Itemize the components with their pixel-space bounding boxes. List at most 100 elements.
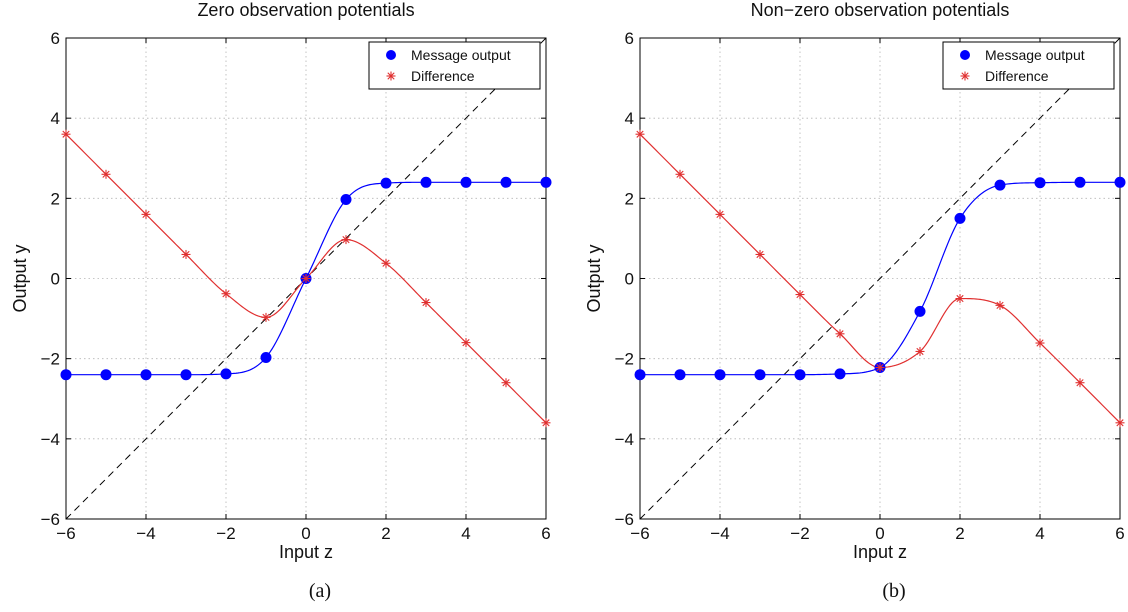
legend-box: [368, 41, 541, 90]
star-stroke: [462, 339, 470, 347]
message-output-point: [994, 179, 1006, 191]
difference-point: [381, 258, 391, 268]
difference-point: [221, 289, 231, 299]
star-stroke: [182, 250, 190, 259]
message-output-point: [540, 176, 552, 188]
difference-point: [61, 129, 71, 139]
y-tick-label: 6: [625, 29, 634, 48]
x-tick-label: 0: [301, 524, 310, 543]
panel-caption: (a): [309, 580, 331, 602]
y-tick-label: −6: [615, 510, 634, 529]
y-tick-label: 4: [51, 109, 60, 128]
x-tick-label: 6: [541, 524, 550, 543]
y-axis-label: Output y: [584, 244, 604, 312]
star-stroke: [1076, 379, 1084, 387]
x-tick-label: −2: [216, 524, 235, 543]
y-tick-label: −4: [615, 430, 634, 449]
message-output-point: [834, 368, 846, 380]
message-output-point: [1034, 177, 1046, 189]
chart-panel-b: −6−6 −4 −4 −2 −2 0 0 2 2 4 4 6 6 Non−zero observation…: [584, 0, 1126, 602]
legend-marker-difference: [960, 71, 970, 81]
x-tick-label: 2: [955, 524, 964, 543]
y-tick-label: −2: [41, 350, 60, 369]
star-stroke: [302, 274, 310, 283]
difference-point: [875, 362, 885, 372]
legend-label-message-output: Message output: [985, 47, 1085, 63]
y-tick-label: 0: [625, 270, 634, 289]
y-tick-label: −6: [41, 510, 60, 529]
difference-point: [141, 209, 151, 219]
star-stroke: [387, 72, 395, 80]
difference-point: [955, 294, 965, 304]
star-stroke: [876, 363, 884, 372]
x-axis-label: Input z: [853, 542, 907, 562]
star-stroke: [422, 298, 430, 307]
identity-reference-line: [640, 38, 1120, 519]
difference-point: [1035, 338, 1045, 348]
star-stroke: [796, 290, 804, 299]
y-tick-label: −4: [41, 430, 60, 449]
message-output-point: [634, 369, 646, 381]
legend-marker-message-output: [386, 50, 396, 60]
difference-point: [755, 249, 765, 259]
chart-panel-a: −6−6 −4 −4 −2 −2 0 0 2 2 4 4 6 6 Zero observation pot…: [10, 0, 552, 602]
difference-point: [501, 378, 511, 388]
x-tick-label: 2: [381, 524, 390, 543]
star-stroke: [636, 130, 644, 138]
x-tick-label: −2: [790, 524, 809, 543]
difference-point: [341, 235, 351, 245]
x-tick-label: 0: [875, 524, 884, 543]
difference-point: [261, 312, 271, 322]
star-stroke: [1036, 339, 1044, 347]
x-tick-label: −4: [136, 524, 155, 543]
x-axis-label: Input z: [279, 542, 333, 562]
legend: Message output Difference: [368, 41, 541, 90]
legend-marker-difference: [386, 71, 396, 81]
star-stroke: [262, 313, 270, 322]
difference-point: [301, 274, 311, 283]
difference-point: [835, 329, 845, 339]
message-output-point: [914, 305, 926, 317]
message-output-point: [60, 369, 72, 381]
difference-point: [181, 249, 191, 259]
difference-point: [1115, 418, 1125, 428]
difference-point: [675, 169, 685, 179]
message-output-point: [460, 176, 472, 188]
message-output-point: [1074, 176, 1086, 188]
difference-point: [541, 418, 551, 428]
star-stroke: [916, 347, 924, 356]
difference-point: [995, 300, 1005, 310]
star-stroke: [1116, 419, 1124, 427]
difference-point: [915, 346, 925, 356]
message-output-point: [714, 369, 726, 381]
y-tick-label: −2: [615, 350, 634, 369]
y-tick-label: 6: [51, 29, 60, 48]
message-output-point: [100, 369, 112, 381]
star-stroke: [956, 294, 964, 303]
message-output-point: [180, 369, 192, 381]
difference-point: [1075, 378, 1085, 388]
y-tick-label: 2: [51, 189, 60, 208]
message-output-point: [754, 369, 766, 381]
star-stroke: [996, 301, 1004, 309]
message-output-point: [140, 369, 152, 381]
difference-point: [101, 169, 111, 179]
y-tick-label: 2: [625, 189, 634, 208]
legend-label-difference: Difference: [411, 68, 475, 84]
difference-point: [461, 338, 471, 348]
message-output-point: [220, 368, 232, 380]
star-stroke: [222, 290, 230, 298]
message-output-point: [500, 176, 512, 188]
message-output-point: [794, 369, 806, 381]
chart-title: Zero observation potentials: [197, 0, 414, 20]
star-stroke: [62, 130, 70, 138]
star-stroke: [716, 210, 724, 218]
star-stroke: [502, 379, 510, 387]
chart-title: Non−zero observation potentials: [751, 0, 1010, 20]
star-stroke: [542, 419, 550, 427]
star-stroke: [382, 259, 390, 267]
legend: Message output Difference: [942, 41, 1115, 90]
star-stroke: [676, 170, 684, 178]
x-tick-label: 6: [1115, 524, 1124, 543]
